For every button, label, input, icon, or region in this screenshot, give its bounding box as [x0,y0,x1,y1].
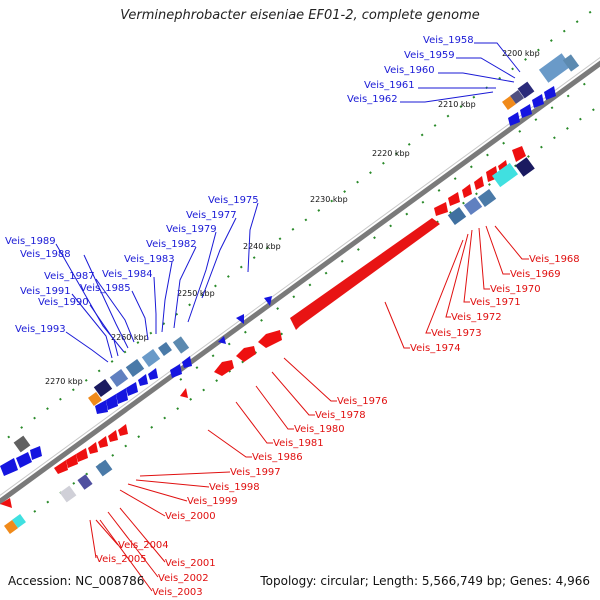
scale-label: 2200 kbp [502,49,540,58]
genome-backbone [0,60,600,505]
gene-label[interactable]: Veis_1989 [5,236,56,247]
gene-label[interactable]: Veis_1986 [252,452,303,463]
gene-label[interactable]: Veis_1983 [124,254,175,265]
blue-gene-labels: Veis_1958 Veis_1959 Veis_1960 Veis_1961 … [5,35,474,335]
scale-label: 2250 kbp [177,289,215,298]
genome-title: Verminephrobacter eiseniae EF01-2, compl… [120,8,480,23]
gene-label[interactable]: Veis_1987 [44,271,95,282]
cds-veis-1974[interactable] [290,218,440,330]
gene-label[interactable]: Veis_1984 [102,269,153,280]
gene-label[interactable]: Veis_1999 [187,496,238,507]
accession-text: Accession: NC_008786 [8,574,145,588]
gray-genes-left [4,336,190,534]
gene-label[interactable]: Veis_2003 [152,587,203,598]
scale-label: 2210 kbp [438,100,476,109]
scale-label: 2240 kbp [243,242,281,251]
gene-label[interactable]: Veis_2004 [118,540,169,551]
gene-label[interactable]: Veis_1958 [423,35,474,46]
gene-label[interactable]: Veis_2001 [165,558,216,569]
topology-text: Topology: circular; Length: 5,566,749 bp… [260,574,590,588]
gene-label[interactable]: Veis_1959 [404,50,455,61]
blue-leader-lines [55,42,521,363]
gene-label[interactable]: Veis_1972 [451,312,502,323]
gene-label[interactable]: Veis_1978 [315,410,366,421]
scale-label: 2270 kbp [45,377,83,386]
blue-gray-genes-upper [447,157,535,225]
gene-label[interactable]: Veis_1997 [230,467,281,478]
gene-label[interactable]: Veis_1970 [490,284,541,295]
gene-label[interactable]: Veis_1968 [529,254,580,265]
gene-label[interactable]: Veis_1998 [209,482,260,493]
gene-label[interactable]: Veis_1960 [384,65,435,76]
gene-label[interactable]: Veis_1990 [38,297,89,308]
gene-label[interactable]: Veis_1976 [337,396,388,407]
red-genes-mid [0,330,282,508]
gene-label[interactable]: Veis_1991 [20,286,71,297]
gene-label[interactable]: Veis_2000 [165,511,216,522]
scale-labels: 2200 kbp 2210 kbp 2220 kbp 2230 kbp 2240… [45,49,540,386]
gene-label[interactable]: Veis_1975 [208,195,259,206]
scale-label: 2260 kbp [111,333,149,342]
gene-label[interactable]: Veis_1988 [20,249,71,260]
genome-backbone-highlight [0,57,600,496]
gene-label[interactable]: Veis_1985 [80,283,131,294]
gene-label[interactable]: Veis_2002 [158,573,209,584]
gene-label[interactable]: Veis_1977 [186,210,237,221]
gene-label[interactable]: Veis_1980 [294,424,345,435]
gene-label[interactable]: Veis_2005 [96,554,147,565]
red-gene-labels: Veis_1968 Veis_1969 Veis_1970 Veis_1971 … [96,254,580,598]
scale-label: 2230 kbp [310,195,348,204]
mid-tick-track [179,79,591,381]
red-leader-lines [89,225,529,592]
gene-label[interactable]: Veis_1982 [146,239,197,250]
gene-label[interactable]: Veis_1979 [166,224,217,235]
gene-label[interactable]: Veis_1974 [410,343,461,354]
genes-near-2200 [502,53,580,126]
scale-label: 2220 kbp [372,149,410,158]
gene-label[interactable]: Veis_1962 [347,94,398,105]
gene-label[interactable]: Veis_1971 [470,297,521,308]
gene-label[interactable]: Veis_1961 [364,80,415,91]
gene-label[interactable]: Veis_1973 [431,328,482,339]
blue-genes-left [0,296,272,476]
outer-tick-track [0,4,600,445]
gene-label[interactable]: Veis_1993 [15,324,66,335]
gene-label[interactable]: Veis_1981 [273,438,324,449]
gene-label[interactable]: Veis_1969 [510,269,561,280]
